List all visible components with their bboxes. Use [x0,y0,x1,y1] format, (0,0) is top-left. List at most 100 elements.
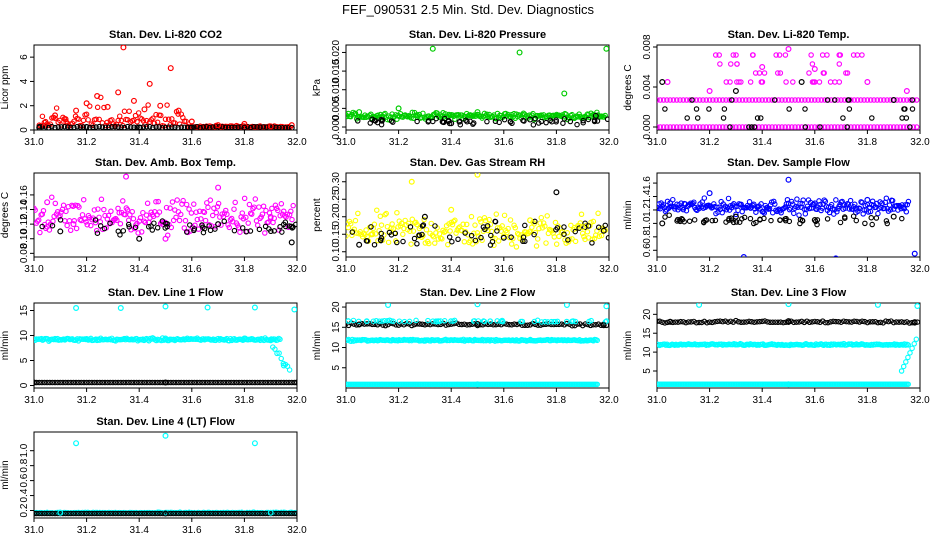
data-point [202,379,208,386]
data-point [217,379,224,386]
data-point [115,89,122,96]
data-point [588,317,594,324]
data-point [294,510,297,517]
data-point [728,61,734,67]
data-point [821,97,828,103]
data-point [662,106,668,112]
data-point [598,232,605,239]
data-point [202,510,208,517]
data-point [691,318,697,325]
data-point [911,341,917,347]
data-point [201,225,208,232]
data-point [102,379,108,386]
data-point [262,510,269,517]
data-point [73,440,80,447]
data-point [109,123,115,130]
data-point [62,218,68,224]
data-point [191,379,198,386]
data-point [141,510,148,517]
y-tick-label: 0.020 [331,40,342,65]
data-point [487,242,494,248]
y-tick-label: 0 [19,127,30,133]
data-point [347,220,354,227]
panel-title: Stan. Dev. Line 1 Flow [108,287,224,299]
data-point [867,124,874,130]
y-tick-label: 0.005 [331,95,342,120]
data-point [198,216,204,222]
data-point [36,124,43,130]
data-point [455,236,461,243]
data-point [691,217,698,223]
data-point [186,379,192,386]
panel-title: Stan. Dev. Li-820 CO2 [109,29,222,41]
data-point [241,379,248,386]
data-point [162,235,169,242]
data-point [901,106,907,112]
data-point [743,124,749,130]
data-point [893,319,900,325]
data-point [848,97,854,103]
data-point [178,211,184,218]
data-point [796,212,802,218]
data-point [889,197,896,204]
y-tick-label: 5 [642,368,653,374]
data-point [725,195,732,202]
data-point [165,379,171,386]
data-point [869,318,876,325]
data-point [80,117,87,124]
data-point [531,231,537,238]
data-point [241,120,248,127]
data-point [522,238,528,245]
data-point [913,124,920,130]
data-point [472,237,479,244]
data-point [159,124,166,130]
data-point [271,228,277,234]
data-point [659,78,666,85]
data-point [107,336,114,343]
data-point [785,303,792,308]
data-point [514,321,520,328]
data-point [170,510,177,517]
data-point [89,379,95,386]
data-point [114,217,120,224]
data-point [267,509,274,516]
data-point [561,224,567,230]
data-point [214,204,221,210]
data-point [466,321,473,328]
data-point [71,124,77,130]
data-point [395,105,402,112]
data-point [162,335,169,342]
data-point [395,338,401,344]
data-point [589,240,595,246]
data-point [124,206,131,213]
data-point [694,115,701,121]
data-point [283,379,290,386]
data-point [34,510,40,517]
data-point [36,379,43,386]
data-point [881,97,887,103]
data-point [677,318,684,325]
data-point [383,210,389,217]
data-point [172,124,178,130]
x-tick-label: 31.0 [647,137,667,148]
data-point [419,321,426,328]
data-point [41,119,48,126]
data-point [903,359,909,365]
data-point [372,231,379,237]
data-point [758,115,764,121]
data-point [508,322,515,328]
data-point [499,317,505,324]
data-point [149,379,156,386]
data-point [790,79,796,85]
data-point [703,124,710,130]
data-point [231,206,237,212]
x-tick-label: 31.4 [129,395,149,406]
data-point [173,214,179,221]
data-point [346,381,349,388]
x-tick-label: 31.4 [129,525,149,536]
data-point [884,220,890,227]
data-point [54,208,61,215]
data-point [905,342,911,348]
data-point [165,116,172,122]
